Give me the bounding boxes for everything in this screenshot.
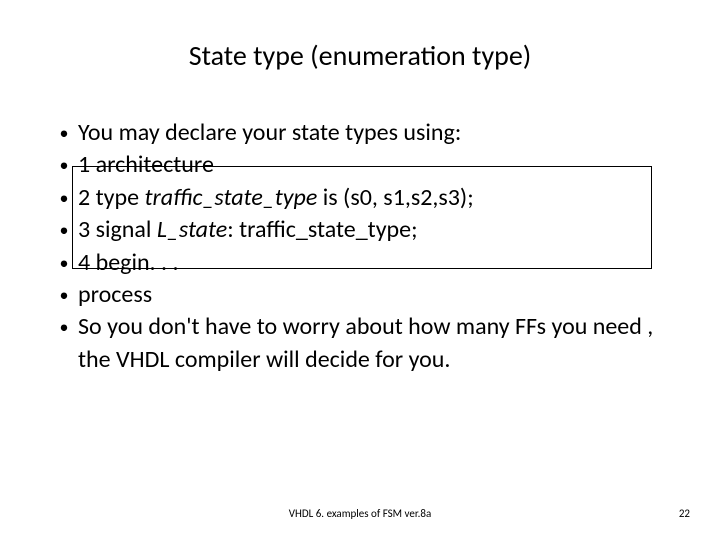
bullet-icon: •: [50, 247, 78, 275]
list-item: • 2 type traffic_state_type is (s0, s1,s…: [50, 182, 670, 214]
footer-center: VHDL 6. examples of FSM ver.8a: [0, 507, 720, 520]
bullet-list: • You may declare your state types using…: [50, 117, 670, 376]
bullet-icon: •: [50, 214, 78, 242]
bullet-text: 2 type traffic_state_type is (s0, s1,s2,…: [78, 182, 670, 214]
list-item: • So you don't have to worry about how m…: [50, 311, 670, 376]
bullet-icon: •: [50, 279, 78, 307]
bullet-text: You may declare your state types using:: [78, 117, 670, 149]
page-number: 22: [679, 507, 690, 520]
list-item: • 3 signal L_state: traffic_state_type;: [50, 214, 670, 246]
slide-title: State type (enumeration type): [50, 38, 670, 73]
bullet-icon: •: [50, 149, 78, 177]
bullet-text: 1 architecture: [78, 149, 670, 181]
bullet-icon: •: [50, 311, 78, 339]
bullet-text: 4 begin. . .: [78, 247, 670, 279]
bullet-icon: •: [50, 117, 78, 145]
list-item: • 1 architecture: [50, 149, 670, 181]
list-item: • You may declare your state types using…: [50, 117, 670, 149]
bullet-text: 3 signal L_state: traffic_state_type;: [78, 214, 670, 246]
bullet-text: So you don't have to worry about how man…: [78, 311, 670, 376]
list-item: • 4 begin. . .: [50, 247, 670, 279]
slide: State type (enumeration type) • You may …: [0, 0, 720, 540]
list-item: • process: [50, 279, 670, 311]
bullet-icon: •: [50, 182, 78, 210]
bullet-text: process: [78, 279, 670, 311]
